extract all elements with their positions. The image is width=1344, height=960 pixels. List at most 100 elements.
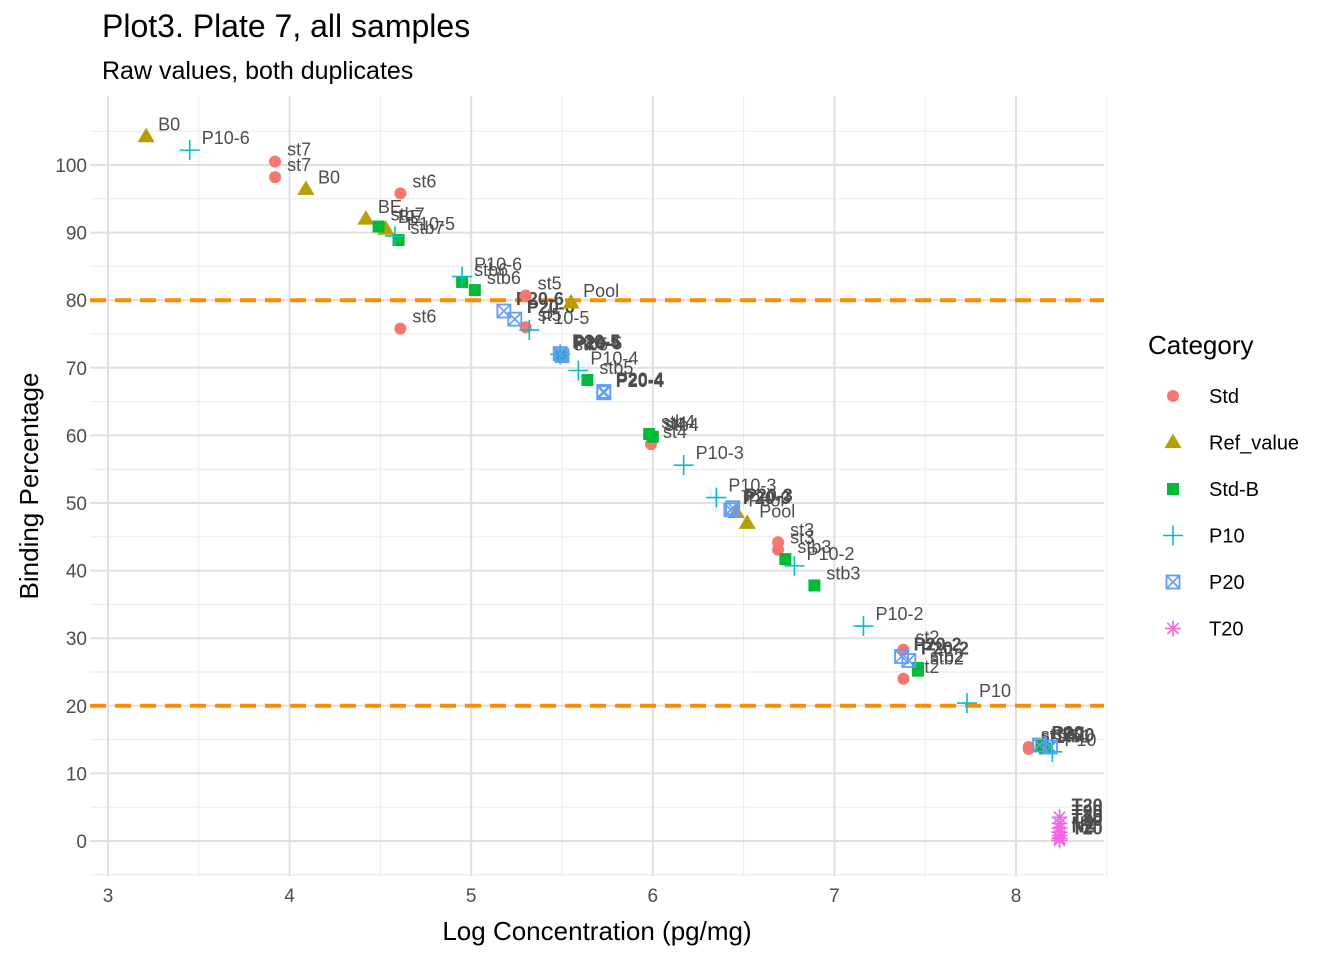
legend-label: Std <box>1209 386 1239 408</box>
data-point-p10 <box>784 555 805 576</box>
y-tick-label: 70 <box>66 359 87 380</box>
point-label: P10-2 <box>806 544 854 564</box>
point-label: P20-4 <box>616 371 664 391</box>
data-point-std-b <box>372 220 385 233</box>
data-point-p10 <box>706 487 727 508</box>
point-label: B0 <box>318 167 340 187</box>
point-label: stb6 <box>487 268 521 288</box>
data-point-p10 <box>568 360 589 381</box>
point-label: P20-2 <box>914 634 962 654</box>
point-label: stb2 <box>930 646 964 666</box>
point-label: T20 <box>1072 818 1103 838</box>
data-point-p20 <box>552 346 568 362</box>
point-label: P20-4 <box>616 369 664 389</box>
point-label: P20-5 <box>574 334 622 354</box>
data-point-p20 <box>1043 739 1058 755</box>
legend-label: T20 <box>1209 619 1243 641</box>
point-label: Pool <box>748 490 784 510</box>
y-axis-title: Binding Percentage <box>14 373 44 600</box>
point-label: Pool <box>583 281 619 301</box>
data-point-ref-value <box>738 514 756 529</box>
data-point-p10 <box>179 140 200 161</box>
point-label: st7 <box>287 140 311 160</box>
y-tick-label: 0 <box>76 832 87 853</box>
data-point-p10 <box>673 455 694 476</box>
data-point-std-b <box>468 284 481 297</box>
point-label: stb2 <box>930 649 964 669</box>
data-point-std <box>269 171 282 184</box>
point-label: stb4 <box>665 415 699 435</box>
point-label: st4 <box>663 413 687 433</box>
data-point-p10 <box>384 225 405 246</box>
data-point-p10 <box>956 693 977 714</box>
point-label: P10-3 <box>728 476 776 496</box>
point-label: stb5 <box>599 358 633 378</box>
data-point-std-b <box>581 373 594 386</box>
point-label: stb3 <box>826 563 860 583</box>
data-point-p20 <box>901 653 917 668</box>
y-tick-label: 20 <box>66 697 87 718</box>
data-point-std-b <box>646 430 659 443</box>
y-tick-label: 90 <box>66 224 87 245</box>
legend-key-t20 <box>1165 620 1181 637</box>
point-label: B0 <box>158 115 180 135</box>
point-label: N2 <box>1072 816 1095 836</box>
chart-title: Plot3. Plate 7, all samples <box>102 8 471 44</box>
y-tick-label: 50 <box>66 494 87 515</box>
data-point-p10 <box>452 266 473 287</box>
data-point-std <box>897 672 910 685</box>
grid <box>90 96 1108 876</box>
y-tick-label: 60 <box>66 426 87 447</box>
legend-label: Ref_value <box>1209 433 1299 455</box>
legend: Category Std Ref_value Std-B P10 P20 T20 <box>1148 330 1299 641</box>
y-tick-label: 80 <box>66 291 87 312</box>
point-label: P10-3 <box>696 443 744 463</box>
x-tick-label: 7 <box>829 886 840 907</box>
data-point-std <box>394 322 407 335</box>
point-label: stb4 <box>661 412 695 432</box>
point-label: stb7 <box>391 205 425 225</box>
point-label: P20-2 <box>921 639 969 659</box>
point-label: stb6 <box>474 260 508 280</box>
data-point-p20 <box>507 311 523 327</box>
legend-key-p10 <box>1163 525 1183 546</box>
point-label: P10-5 <box>407 214 455 234</box>
point-label: N2 <box>1072 814 1095 834</box>
y-tick-label: 10 <box>66 764 87 785</box>
chart-subtitle: Raw values, both duplicates <box>102 57 414 85</box>
legend-key-std-b <box>1167 483 1179 495</box>
data-point-t20 <box>1051 832 1068 849</box>
point-label: P20 <box>1063 725 1095 745</box>
point-label: P10 <box>979 681 1011 701</box>
data-point-std-b <box>779 553 792 566</box>
point-labels: st7st7st6st6st5st5st4st4st3st3st2st2st1s… <box>158 115 1102 839</box>
point-label: P20 <box>1052 723 1084 743</box>
point-label: stb7 <box>411 218 445 238</box>
data-point-p10 <box>519 319 540 340</box>
point-label: st5 <box>538 305 562 325</box>
legend-key-ref-value <box>1164 433 1182 449</box>
point-label: T20 <box>1072 810 1103 830</box>
point-label: P10-6 <box>474 255 522 275</box>
x-tick-label: 5 <box>466 886 477 907</box>
data-point-std <box>519 289 532 302</box>
point-label: P20-6 <box>527 297 575 317</box>
legend-title: Category <box>1148 330 1254 360</box>
point-label: stb5 <box>574 334 608 354</box>
data-point-ref-value <box>297 180 315 195</box>
point-label: P20-3 <box>745 486 793 506</box>
x-tick-label: 3 <box>103 886 114 907</box>
point-label: P10-4 <box>572 332 620 352</box>
point-label: BE <box>398 207 422 227</box>
point-label: BE <box>378 197 402 217</box>
point-label: P10 <box>1064 730 1096 750</box>
x-tick-label: 4 <box>284 886 295 907</box>
data-point-ref-value <box>357 210 375 225</box>
point-label: stb1 <box>1057 726 1091 746</box>
data-point-ref-value <box>137 127 155 143</box>
point-label: st7 <box>287 155 311 175</box>
point-label: P20-3 <box>743 488 791 508</box>
point-label: P10-4 <box>590 349 638 369</box>
